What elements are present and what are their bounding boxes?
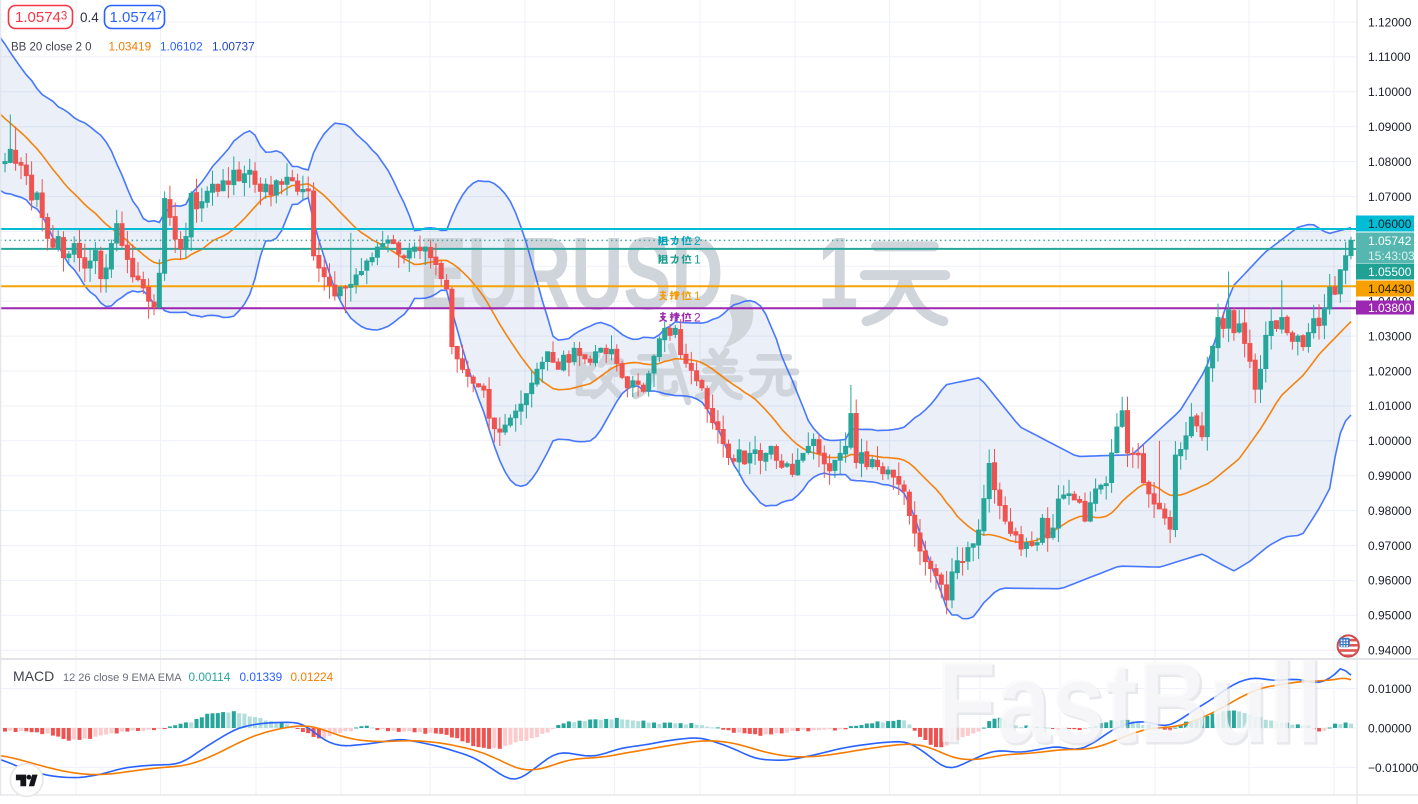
svg-text:0.01224: 0.01224 — [291, 670, 334, 684]
svg-text:BB 20 close 2 0: BB 20 close 2 0 — [11, 42, 92, 54]
svg-text:1.02000: 1.02000 — [1368, 364, 1412, 378]
svg-text:1.03000: 1.03000 — [1368, 329, 1412, 343]
svg-text:1.11000: 1.11000 — [1368, 50, 1411, 64]
svg-text:FastBull: FastBull — [936, 637, 1322, 767]
svg-text:15:43:03: 15:43:03 — [1368, 249, 1415, 263]
svg-text:0.98000: 0.98000 — [1368, 504, 1412, 518]
svg-text:1.06102: 1.06102 — [160, 40, 203, 54]
svg-text:1: 1 — [818, 216, 858, 331]
svg-text:1.09000: 1.09000 — [1368, 120, 1412, 134]
svg-text:FastBull: FastBull — [939, 640, 1325, 770]
svg-text:12 26 close 9 EMA EMA: 12 26 close 9 EMA EMA — [63, 672, 182, 684]
svg-text:1.07000: 1.07000 — [1368, 190, 1412, 204]
svg-text:0.01000: 0.01000 — [1368, 682, 1412, 696]
svg-text:2: 2 — [694, 311, 701, 325]
svg-text:1: 1 — [694, 253, 701, 267]
svg-text:1.04430: 1.04430 — [1368, 282, 1412, 296]
svg-text:1.12000: 1.12000 — [1368, 15, 1412, 29]
svg-text:0.01339: 0.01339 — [240, 670, 283, 684]
svg-text:1.10000: 1.10000 — [1368, 85, 1412, 99]
svg-text:1.00000: 1.00000 — [1368, 434, 1412, 448]
svg-text:1.03800: 1.03800 — [1368, 301, 1412, 315]
svg-text:0.95000: 0.95000 — [1368, 609, 1412, 623]
svg-text:0.97000: 0.97000 — [1368, 539, 1412, 553]
svg-text:1.05500: 1.05500 — [1368, 265, 1412, 279]
svg-text:1.01000: 1.01000 — [1368, 399, 1412, 413]
svg-text:1.03419: 1.03419 — [109, 40, 152, 54]
svg-text:1.05742: 1.05742 — [1368, 234, 1412, 248]
svg-text:EURUSD: EURUSD — [419, 216, 723, 331]
svg-text:0.96000: 0.96000 — [1368, 574, 1412, 588]
svg-text:0.94000: 0.94000 — [1368, 644, 1412, 658]
svg-text:1: 1 — [694, 289, 701, 303]
svg-text:0.00000: 0.00000 — [1368, 721, 1412, 735]
svg-text:0.00114: 0.00114 — [189, 670, 231, 684]
svg-text:0.99000: 0.99000 — [1368, 469, 1412, 483]
svg-text:2: 2 — [694, 234, 701, 248]
svg-text:0.4: 0.4 — [80, 10, 99, 25]
svg-text:1.06000: 1.06000 — [1368, 217, 1412, 231]
svg-text:1.00737: 1.00737 — [212, 40, 255, 54]
svg-text:−0.01000: −0.01000 — [1368, 761, 1418, 775]
svg-text:1.05747: 1.05747 — [110, 9, 162, 26]
svg-text:1.08000: 1.08000 — [1368, 155, 1412, 169]
svg-text:MACD: MACD — [13, 668, 54, 684]
svg-text:1.05743: 1.05743 — [15, 9, 67, 26]
